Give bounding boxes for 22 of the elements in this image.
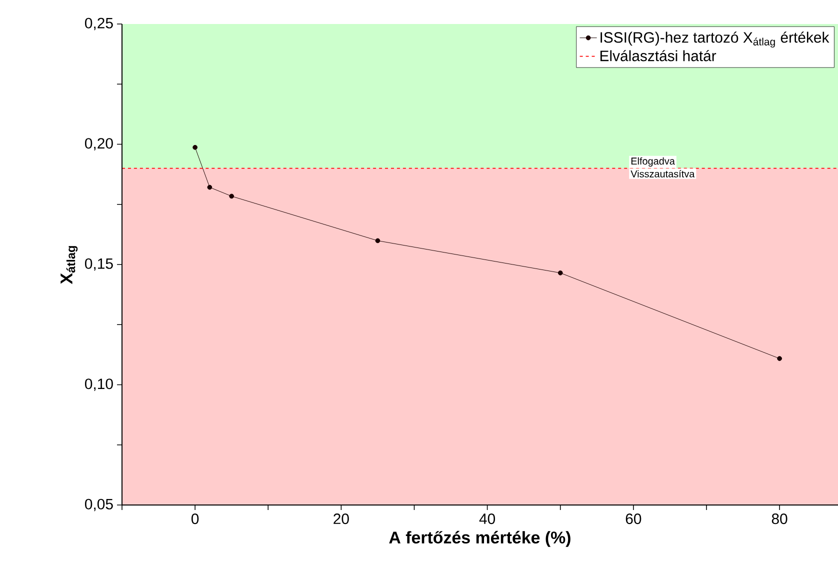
y-tick-label: 0,20 (84, 138, 113, 150)
band-label: Visszautasítva (630, 170, 695, 178)
x-tick-label: 60 (626, 514, 642, 524)
point (375, 238, 380, 244)
y-axis-title: X$_{átlag}$ (60, 246, 78, 284)
y-tick-label: 0,10 (84, 378, 113, 391)
y-tick-label: 0,15 (84, 258, 113, 271)
x-tick-label: 40 (479, 514, 496, 524)
point (207, 184, 212, 190)
y-tick-label: 0,25 (84, 18, 113, 30)
x-axis-title: A fertőzés mértéke (%) (389, 530, 570, 547)
band-label: Elfogadva (631, 157, 675, 167)
legend-label: ISSI(RG)-hez tartozó X$_{átlag}$ értékek (600, 32, 830, 48)
x-tick-label: 0 (191, 514, 199, 524)
point (777, 356, 782, 361)
point (229, 194, 234, 199)
point (558, 270, 563, 276)
x-tick-label: 20 (334, 514, 349, 524)
legend-label: Elválasztási határ (600, 50, 716, 62)
point (192, 144, 198, 150)
y-tick-label: 0,05 (84, 498, 113, 512)
x-tick-label: 80 (772, 514, 788, 524)
